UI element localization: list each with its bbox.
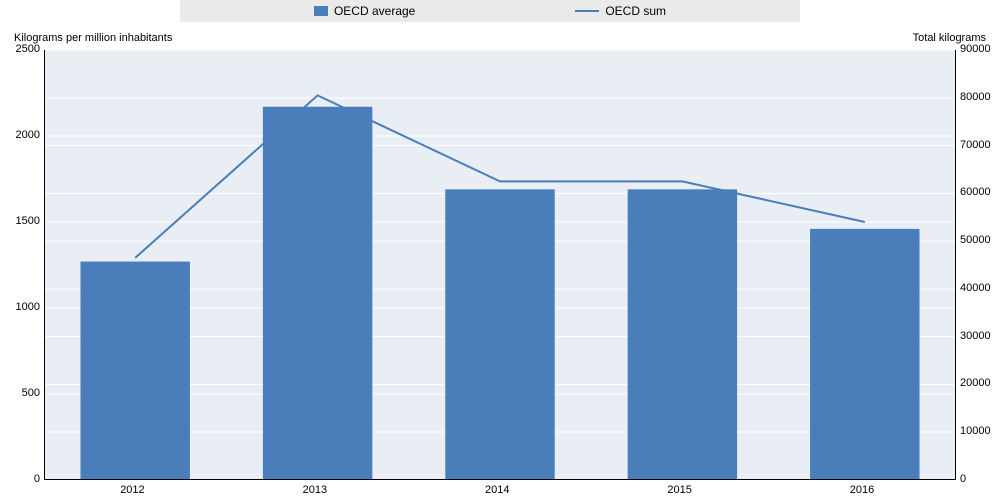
plot-area (44, 50, 956, 480)
x-tick-label: 2015 (667, 484, 691, 496)
bar (263, 107, 372, 480)
x-tick-label: 2016 (850, 484, 874, 496)
left-tick-label: 2500 (16, 43, 40, 55)
right-tick-label: 60000 (960, 186, 991, 198)
legend-bar-label: OECD average (334, 4, 415, 18)
right-tick-label: 10000 (960, 425, 991, 437)
left-tick-label: 1000 (16, 301, 40, 313)
right-tick-label: 30000 (960, 330, 991, 342)
left-tick-label: 500 (22, 387, 40, 399)
x-tick-label: 2012 (120, 484, 144, 496)
right-tick-label: 40000 (960, 282, 991, 294)
bar (628, 189, 737, 480)
legend-line-label: OECD sum (605, 4, 666, 18)
right-tick-label: 80000 (960, 91, 991, 103)
right-tick-label: 70000 (960, 139, 991, 151)
right-tick-label: 20000 (960, 377, 991, 389)
chart-container: OECD average OECD sum Kilograms per mill… (0, 0, 1000, 502)
bar (445, 189, 554, 480)
legend-line-swatch (575, 10, 599, 12)
legend-item-bar: OECD average (314, 4, 415, 18)
right-tick-label: 50000 (960, 234, 991, 246)
plot-svg (44, 50, 956, 480)
legend-item-line: OECD sum (575, 4, 666, 18)
bar (810, 229, 919, 480)
right-tick-label: 90000 (960, 43, 991, 55)
x-tick-label: 2013 (303, 484, 327, 496)
x-tick-label: 2014 (485, 484, 509, 496)
bar (80, 262, 189, 480)
legend: OECD average OECD sum (180, 0, 800, 22)
left-tick-label: 2000 (16, 129, 40, 141)
legend-bar-swatch (314, 6, 328, 16)
left-tick-label: 1500 (16, 215, 40, 227)
right-tick-label: 0 (960, 473, 966, 485)
left-tick-label: 0 (34, 473, 40, 485)
